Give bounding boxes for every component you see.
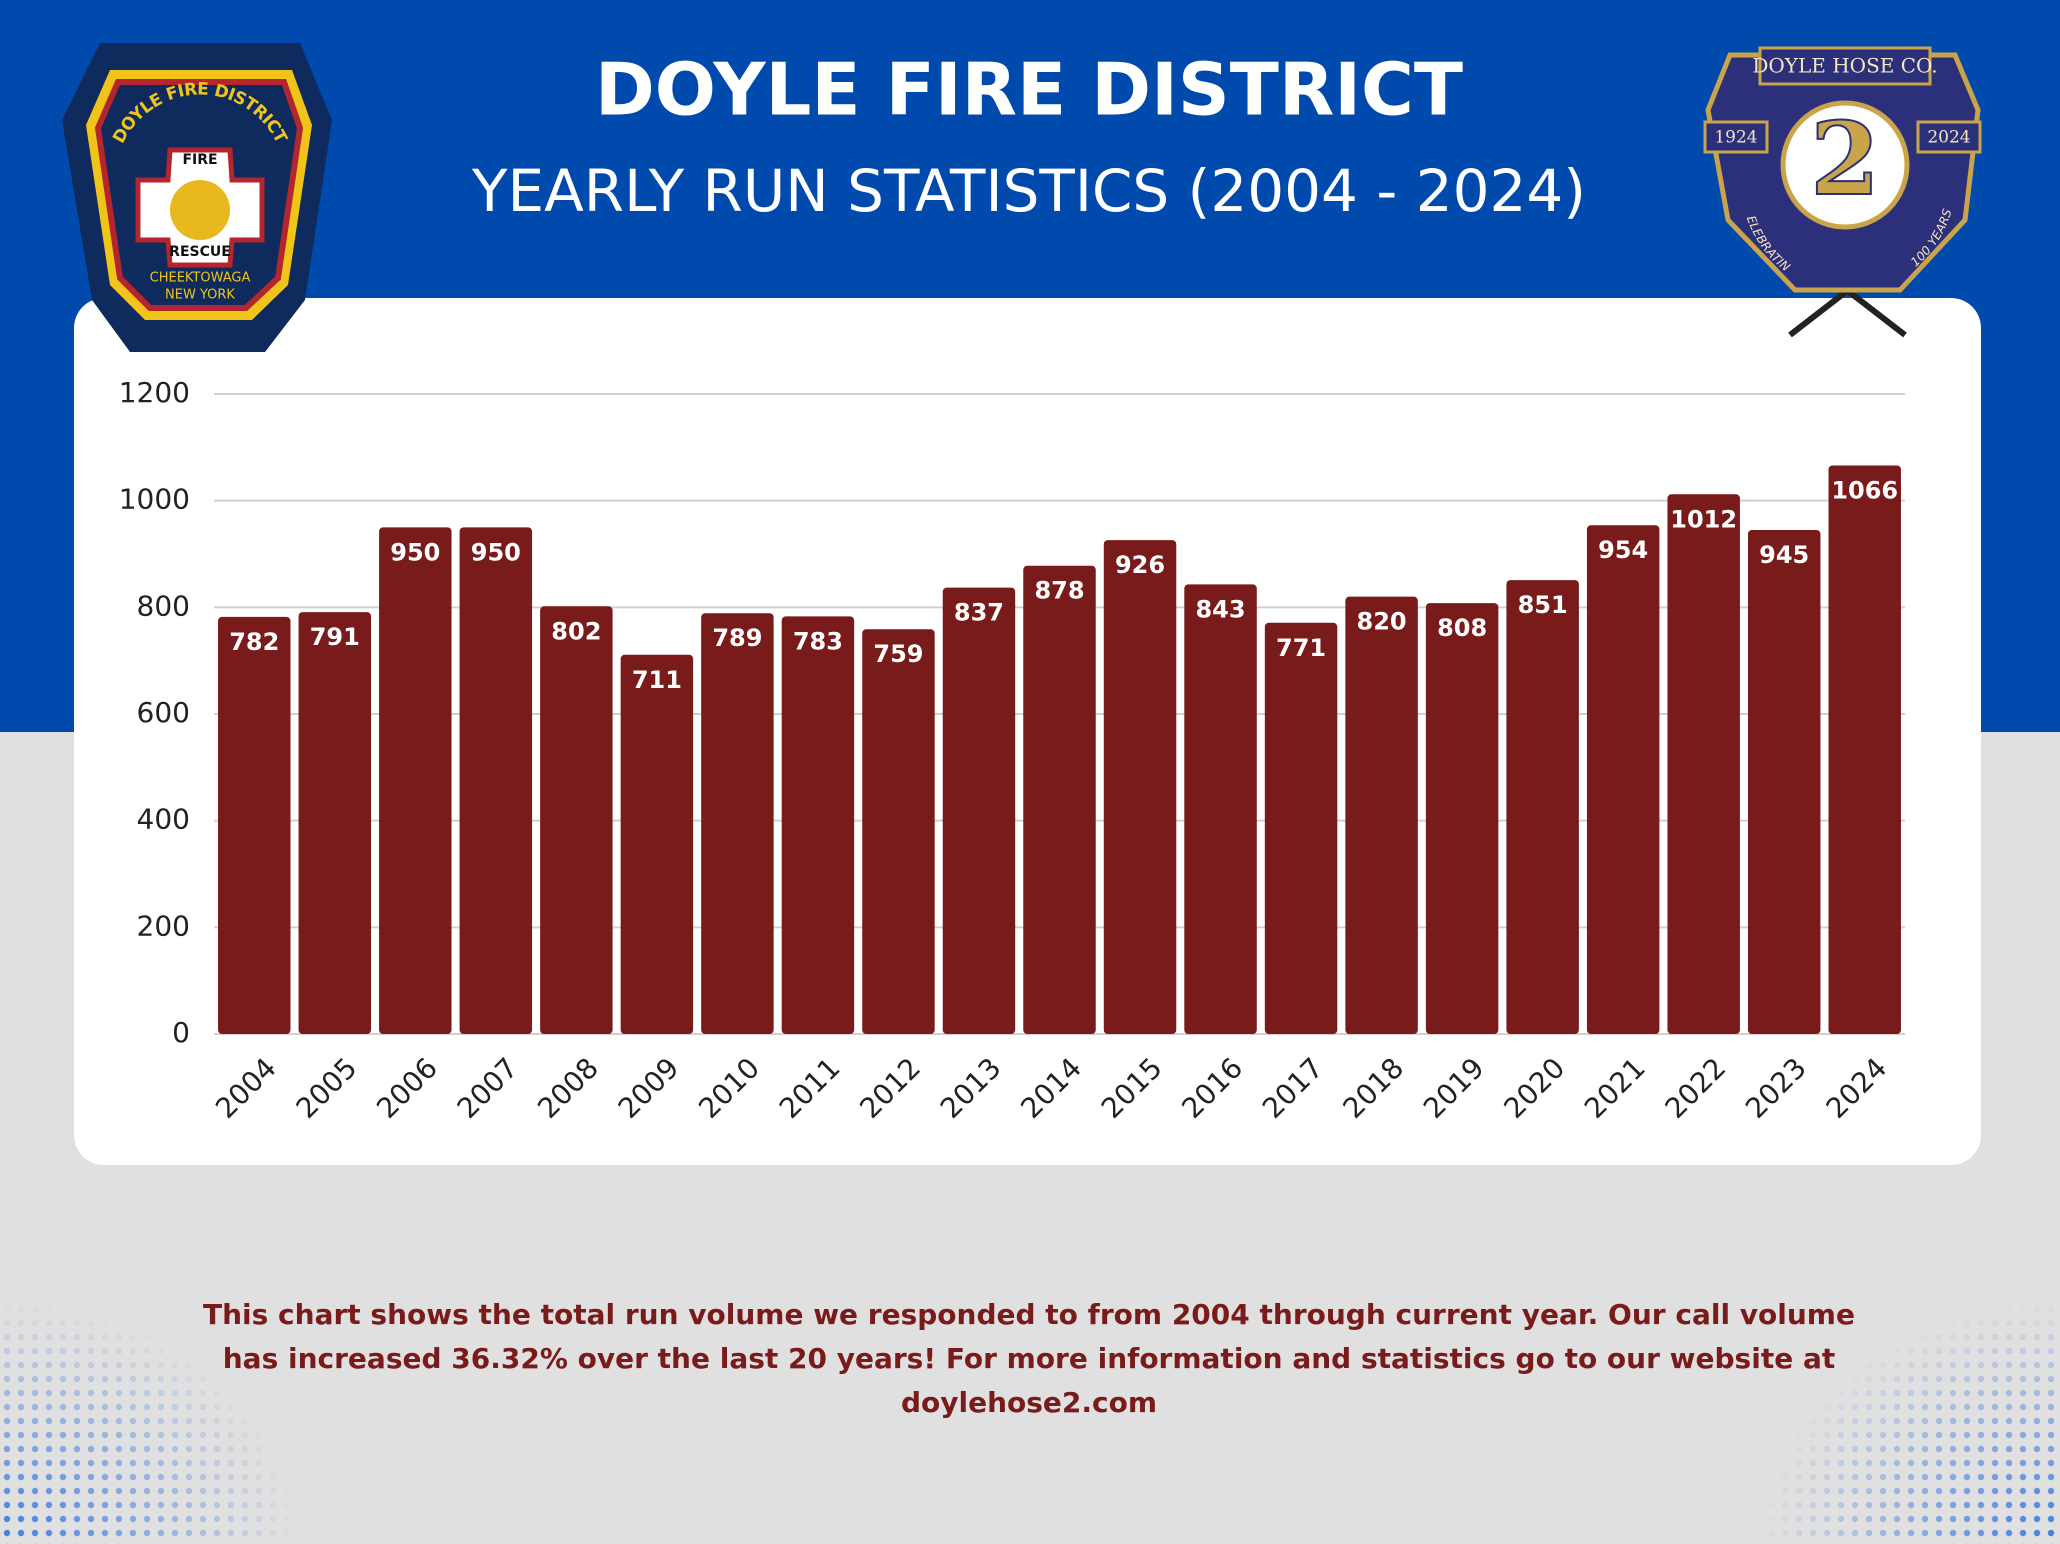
bar [540,606,613,1034]
bar [781,616,855,1034]
value-label: 851 [1518,591,1568,619]
y-tick-label: 0 [172,1016,190,1049]
value-label: 878 [1034,577,1084,605]
bar [459,527,533,1034]
bar [298,612,372,1034]
dot-pattern [0,1300,300,1544]
value-label: 820 [1357,608,1407,636]
chart-subtitle: YEARLY RUN STATISTICS (2004 - 2024) [471,157,1586,225]
value-label: 945 [1759,541,1809,569]
value-label: 1012 [1670,505,1737,533]
value-label: 950 [390,538,440,566]
bar [1506,580,1579,1034]
bar [1667,494,1740,1034]
bar [1023,565,1096,1034]
value-label: 808 [1437,614,1487,642]
badge-text: DOYLE HOSE CO. [1752,54,1937,78]
value-label: 771 [1276,634,1326,662]
bar [1828,465,1901,1034]
bar [942,587,1016,1034]
bar [218,616,291,1034]
dot-pattern [1760,1300,2060,1544]
y-tick-label: 200 [137,909,190,942]
value-label: 711 [632,666,682,694]
footer-line: This chart shows the total run volume we… [203,1298,1855,1331]
badge-banner [1758,46,1932,86]
badge-text: RESCUE [169,244,231,260]
badge-text: 2024 [1927,128,1970,148]
badge-text: CHEEKTOWAGA [150,271,251,286]
y-tick-label: 600 [137,696,190,729]
footer-line: doylehose2.com [901,1386,1157,1419]
bar [1264,622,1338,1034]
value-label: 789 [712,624,762,652]
badge-medallion [1780,100,1910,230]
value-label: 1066 [1831,476,1898,504]
value-label: 783 [793,627,843,655]
value-label: 791 [310,623,360,651]
bar [379,527,452,1034]
bar [1184,584,1257,1034]
y-tick-label: 1000 [119,483,190,516]
badge-text: 1924 [1714,128,1757,148]
badge-ribbon [1916,120,1982,154]
bar [1425,603,1499,1034]
bar [1747,530,1821,1034]
value-label: 950 [471,538,521,566]
y-tick-label: 400 [137,803,190,836]
value-label: 843 [1195,595,1245,623]
bar [1586,525,1660,1034]
value-label: 782 [229,628,279,656]
footer-line: has increased 36.32% over the last 20 ye… [223,1342,1835,1375]
bar [862,629,935,1034]
bar [1345,596,1418,1034]
value-label: 837 [954,599,1004,627]
badge-emblem [170,180,230,240]
badge-number: 2 [1810,100,1880,218]
value-label: 926 [1115,551,1165,579]
bar [1103,540,1177,1034]
bar [620,654,694,1034]
footer-note: This chart shows the total run volume we… [203,1298,1855,1419]
left-badge: DOYLE FIRE DISTRICT FIRE RESCUE CHEEKTOW… [62,43,332,352]
badge-text: NEW YORK [165,288,235,303]
chart-title: DOYLE FIRE DISTRICT [595,48,1463,132]
badge-ribbon [1703,120,1769,154]
badge-text: FIRE [182,152,217,168]
value-label: 759 [873,640,923,668]
value-label: 954 [1598,536,1648,564]
value-label: 802 [551,617,601,645]
y-tick-label: 800 [137,589,190,622]
y-tick-label: 1200 [119,376,190,409]
bar [701,613,774,1034]
